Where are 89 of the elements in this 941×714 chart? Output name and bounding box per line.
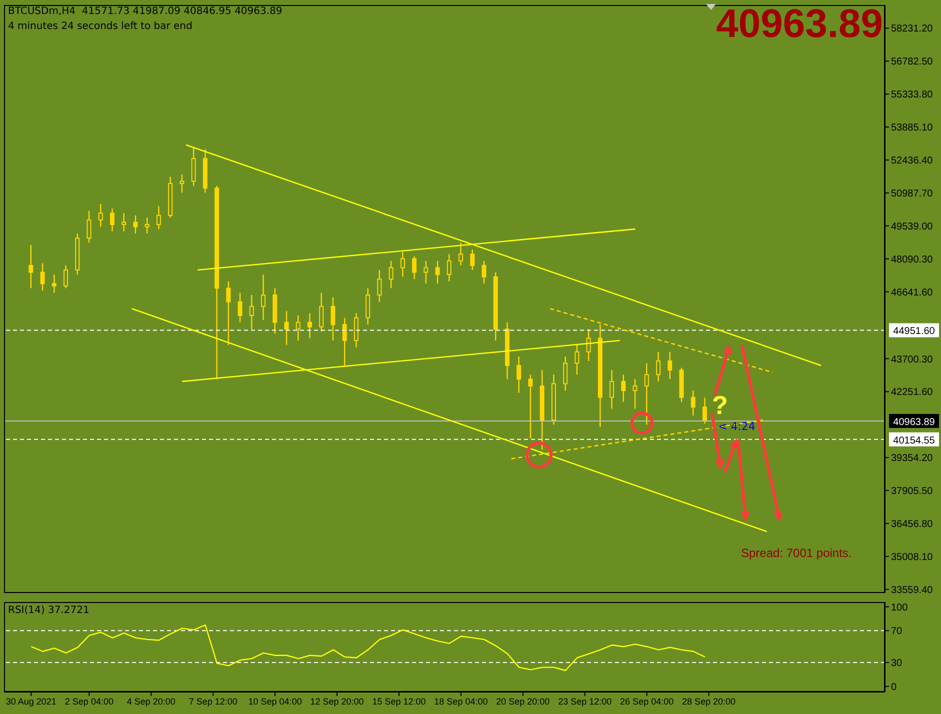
candlestick xyxy=(610,369,614,410)
x-tick-label: 30 Aug 2021 xyxy=(6,696,56,706)
candlestick xyxy=(516,356,522,394)
y-tick-label: 36456.80 xyxy=(891,519,934,530)
y-tick-label: 49539.00 xyxy=(891,221,934,232)
y-tick-label: 43700.30 xyxy=(891,354,934,366)
candlestick xyxy=(528,374,533,439)
x-tick-label: 18 Sep 04:00 xyxy=(434,696,488,706)
candlestick xyxy=(52,274,56,294)
candlestick xyxy=(110,208,114,232)
candlestick xyxy=(319,292,324,332)
y-tick-label: 70 xyxy=(891,626,903,638)
annotation: 40963.89 xyxy=(716,2,883,47)
candlestick xyxy=(296,314,300,342)
annotation: Spread: 7001 points. xyxy=(741,546,852,560)
y-tick-label: 56782.50 xyxy=(891,56,934,68)
x-tick-label: 12 Sep 20:00 xyxy=(310,696,364,706)
candlestick xyxy=(238,292,242,323)
ref-line-label: 40154.55 xyxy=(893,435,936,446)
candlestick xyxy=(702,397,707,424)
candlestick xyxy=(156,206,161,230)
candlestick xyxy=(249,294,254,330)
y-tick-label: 46641.60 xyxy=(891,287,934,298)
candlestick xyxy=(354,312,358,348)
y-tick-label: 100 xyxy=(891,602,908,614)
x-tick-label: 10 Sep 04:00 xyxy=(248,696,302,706)
candlestick xyxy=(690,390,696,416)
x-tick-label: 26 Sep 04:00 xyxy=(620,696,674,706)
candlestick xyxy=(40,262,45,292)
candlestick xyxy=(424,260,428,284)
candlestick xyxy=(621,374,626,403)
candlestick xyxy=(586,328,591,362)
candlestick xyxy=(574,344,580,376)
y-tick-label: 35008.10 xyxy=(891,552,934,563)
candlestick xyxy=(261,274,266,321)
y-tick-label: 0 xyxy=(891,682,897,693)
y-tick-label: 39354.20 xyxy=(891,453,934,464)
candlestick xyxy=(400,251,405,278)
x-tick-label: 2 Sep 04:00 xyxy=(64,696,114,706)
candlestick xyxy=(470,248,475,271)
chart-title: BTCUSDm,H4 41571.73 41987.09 40846.95 40963.89 xyxy=(8,6,282,17)
candlestick xyxy=(412,256,417,280)
candlestick xyxy=(180,174,184,194)
y-tick-label: 33559.40 xyxy=(891,584,934,596)
candlestick xyxy=(133,214,138,234)
candlestick xyxy=(435,260,440,284)
candlestick xyxy=(342,317,347,366)
candlestick xyxy=(64,264,68,289)
x-tick-label: 4 Sep 20:00 xyxy=(126,696,176,706)
candlestick xyxy=(632,378,638,410)
x-tick-label: 7 Sep 12:00 xyxy=(188,696,238,706)
candlestick xyxy=(191,146,196,186)
candlestick xyxy=(366,288,370,326)
candlestick xyxy=(144,217,150,234)
y-tick-label: 52436.40 xyxy=(891,156,934,167)
candlestick xyxy=(458,242,464,266)
candlestick xyxy=(307,312,312,339)
line-series xyxy=(30,624,706,672)
y-tick-label: 53885.10 xyxy=(891,122,934,134)
candlestick xyxy=(330,296,336,342)
y-tick-label: 30 xyxy=(891,658,903,670)
x-tick-label: 20 Sep 20:00 xyxy=(496,696,550,706)
x-tick-label: 23 Sep 12:00 xyxy=(558,696,612,706)
y-tick-label: 37905.50 xyxy=(891,486,934,498)
x-tick-label: 28 Sep 20:00 xyxy=(682,696,736,706)
candlestick xyxy=(98,203,103,228)
y-tick-label: 48090.30 xyxy=(891,254,934,266)
candlestick xyxy=(656,351,661,382)
chart-title: RSI(14) 37.2721 xyxy=(8,605,90,616)
candlestick xyxy=(668,351,672,380)
annotation: ? xyxy=(712,390,728,421)
ref-line-label: 40963.89 xyxy=(893,416,936,428)
candlestick xyxy=(388,260,394,289)
x-tick-label: 15 Sep 12:00 xyxy=(372,696,426,706)
y-tick-label: 55333.80 xyxy=(891,90,934,101)
ref-line-label: 44951.60 xyxy=(893,326,936,338)
candlestick xyxy=(122,212,126,232)
y-tick-label: 42251.60 xyxy=(891,387,934,398)
candlestick xyxy=(28,244,34,289)
candlestick xyxy=(377,269,382,302)
candlestick xyxy=(644,362,649,426)
y-tick-label: 58231.20 xyxy=(891,24,934,35)
candlestick xyxy=(482,260,486,284)
candlestick xyxy=(446,253,452,282)
annotation: < 4:24 xyxy=(718,420,756,433)
candlestick xyxy=(563,356,568,392)
candlestick xyxy=(226,280,231,346)
text: 4 minutes 24 seconds left to bar end xyxy=(8,21,192,32)
y-tick-label: 50987.70 xyxy=(891,188,934,200)
